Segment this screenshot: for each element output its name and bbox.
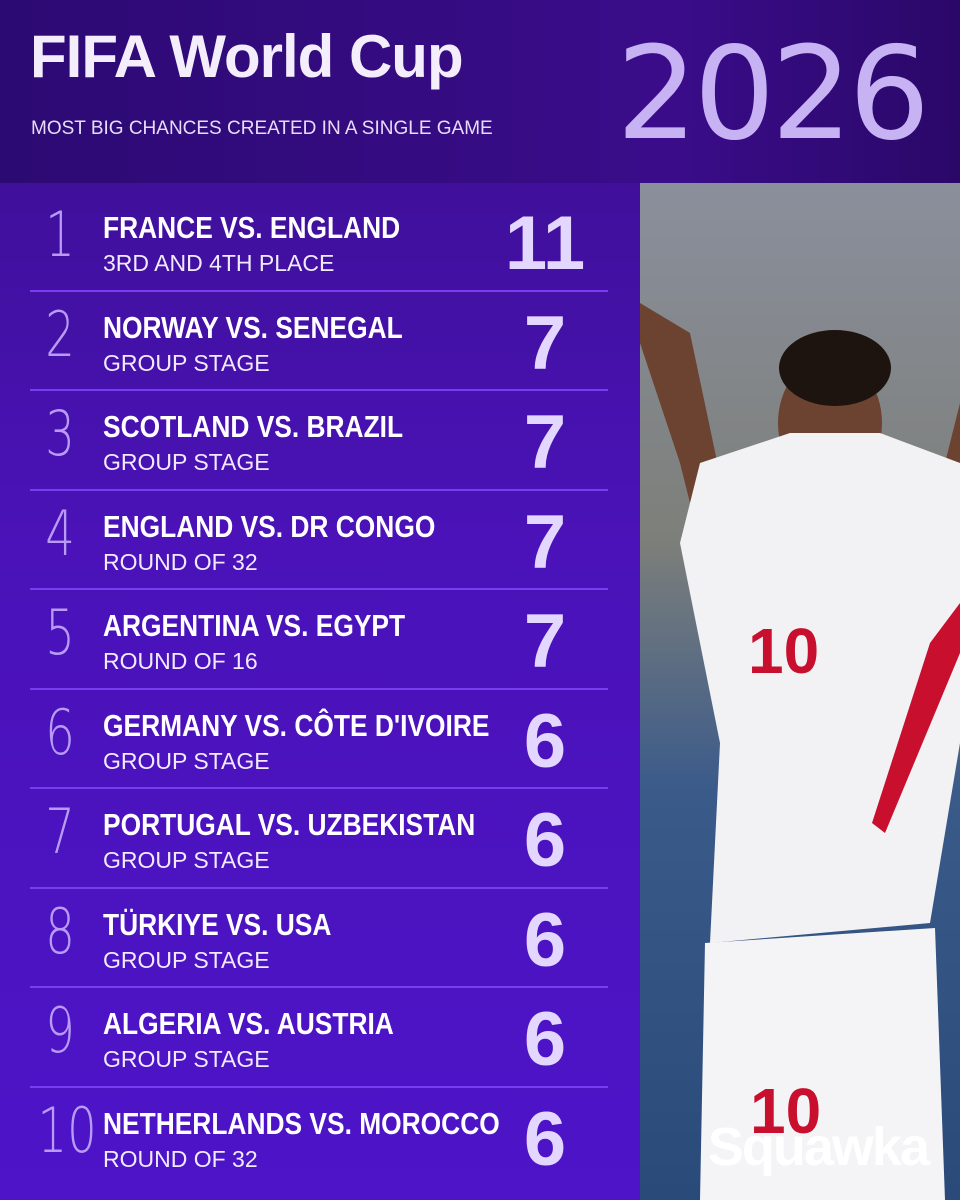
match-name: ENGLAND VS. DR CONGO xyxy=(103,508,436,544)
player-photo: 10 10 xyxy=(640,183,960,1200)
match-name: TÜRKIYE VS. USA xyxy=(103,906,332,942)
header: FIFA World Cup MOST BIG CHANCES CREATED … xyxy=(0,0,960,183)
row-divider xyxy=(30,289,608,292)
table-row: 9 ALGERIA VS. AUSTRIA GROUP STAGE 6 xyxy=(30,988,608,1087)
svg-text:10: 10 xyxy=(748,615,819,687)
title: FIFA World Cup xyxy=(30,23,464,90)
stage: GROUP STAGE xyxy=(103,449,270,475)
subtitle: MOST BIG CHANCES CREATED IN A SINGLE GAM… xyxy=(31,118,493,139)
row-divider xyxy=(30,687,608,690)
rank: 10 xyxy=(37,1093,97,1167)
year: 2026 xyxy=(616,20,930,169)
row-divider xyxy=(30,986,608,988)
stage: 3RD AND 4TH PLACE xyxy=(103,250,335,276)
table-row: 3 SCOTLAND VS. BRAZIL GROUP STAGE 7 xyxy=(30,391,608,490)
big-chances: 6 xyxy=(523,1096,567,1182)
row-divider xyxy=(30,488,608,491)
row-divider xyxy=(30,389,608,391)
stage: GROUP STAGE xyxy=(103,349,270,376)
rank: 3 xyxy=(45,397,75,470)
table-row: 8 TÜRKIYE VS. USA GROUP STAGE 6 xyxy=(30,889,608,988)
match-name: FRANCE VS. ENGLAND xyxy=(103,210,401,245)
table-row: 1 FRANCE VS. ENGLAND 3RD AND 4TH PLACE 11 xyxy=(30,192,608,291)
stage: ROUND OF 16 xyxy=(103,648,258,674)
big-chances: 7 xyxy=(523,499,567,585)
row-divider xyxy=(30,588,608,590)
rank: 7 xyxy=(45,795,75,868)
row-divider xyxy=(30,886,608,889)
rank: 9 xyxy=(45,994,75,1067)
stage: GROUP STAGE xyxy=(103,847,270,873)
match-name: PORTUGAL VS. UZBEKISTAN xyxy=(103,807,476,842)
stage: ROUND OF 32 xyxy=(103,548,258,575)
table-row: 6 GERMANY VS. CÔTE D'IVOIRE GROUP STAGE 6 xyxy=(30,690,608,789)
big-chances: 11 xyxy=(504,201,586,286)
match-name: ARGENTINA VS. EGYPT xyxy=(103,608,406,643)
rank: 2 xyxy=(45,297,75,371)
match-name: ALGERIA VS. AUSTRIA xyxy=(103,1006,394,1041)
big-chances: 6 xyxy=(523,997,567,1082)
stage: GROUP STAGE xyxy=(103,946,270,973)
stage: GROUP STAGE xyxy=(103,1046,270,1072)
match-name: NETHERLANDS VS. MOROCCO xyxy=(103,1105,500,1141)
svg-text:10: 10 xyxy=(750,1075,821,1147)
table-row: 2 NORWAY VS. SENEGAL GROUP STAGE 7 xyxy=(30,292,608,391)
match-name: NORWAY VS. SENEGAL xyxy=(103,309,403,345)
match-name: SCOTLAND VS. BRAZIL xyxy=(103,409,404,444)
stage: GROUP STAGE xyxy=(103,747,270,774)
big-chances: 6 xyxy=(523,798,567,883)
match-name: GERMANY VS. CÔTE D'IVOIRE xyxy=(103,707,490,743)
table-row: 10 NETHERLANDS VS. MOROCCO ROUND OF 32 6 xyxy=(30,1088,608,1187)
brand-logo: Squawka xyxy=(707,1117,930,1177)
table-row: 7 PORTUGAL VS. UZBEKISTAN GROUP STAGE 6 xyxy=(30,789,608,888)
row-divider xyxy=(30,1085,608,1088)
big-chances: 7 xyxy=(523,599,567,684)
rank: 5 xyxy=(45,596,75,669)
stage: ROUND OF 32 xyxy=(103,1145,258,1172)
big-chances: 7 xyxy=(523,400,567,485)
big-chances: 6 xyxy=(523,698,567,784)
rank: 6 xyxy=(45,695,75,769)
rank: 1 xyxy=(45,198,75,271)
table-row: 5 ARGENTINA VS. EGYPT ROUND OF 16 7 xyxy=(30,590,608,689)
big-chances: 6 xyxy=(523,897,567,983)
rank: 8 xyxy=(45,894,75,968)
rank: 4 xyxy=(45,496,75,570)
row-divider xyxy=(30,787,608,789)
table-row: 4 ENGLAND VS. DR CONGO ROUND OF 32 7 xyxy=(30,491,608,590)
big-chances: 7 xyxy=(523,300,567,386)
